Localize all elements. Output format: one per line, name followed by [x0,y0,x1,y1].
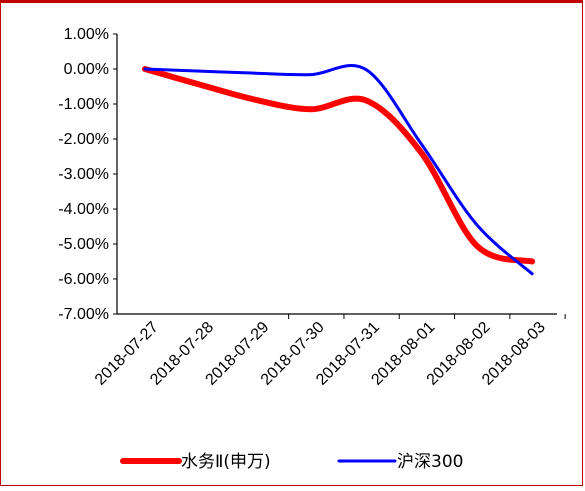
y-tick-label: -2.00% [58,131,109,148]
legend-label-1: 沪深300 [397,452,463,472]
y-tick-label: -6.00% [58,271,109,288]
series-line-0 [142,66,536,265]
y-tick-label: -4.00% [58,201,109,218]
axes [116,34,557,315]
legend-label-0: 水务Ⅱ(申万) [181,452,271,472]
y-tick-label: -3.00% [58,166,109,183]
y-axis-ticks: 1.00% 0.00% -1.00% -2.00% -3.00% -4.00% -5.00%… [58,26,117,323]
y-tick-label: -1.00% [58,96,109,113]
y-tick-label: -7.00% [58,306,109,323]
y-tick-label: 0.00% [64,61,109,78]
series-line-1 [143,64,534,276]
y-tick-label: 1.00% [64,26,109,43]
plot-lines [142,64,536,276]
y-tick-label: -5.00% [58,236,109,253]
line-chart: 1.00% 0.00% -1.00% -2.00% -3.00% -4.00% -5.00%… [58,26,566,472]
x-axis-ticks: 2018-07-272018-07-282018-07-292018-07-30… [92,314,566,389]
legend: 水务Ⅱ(申万) 沪深300 [120,452,463,472]
